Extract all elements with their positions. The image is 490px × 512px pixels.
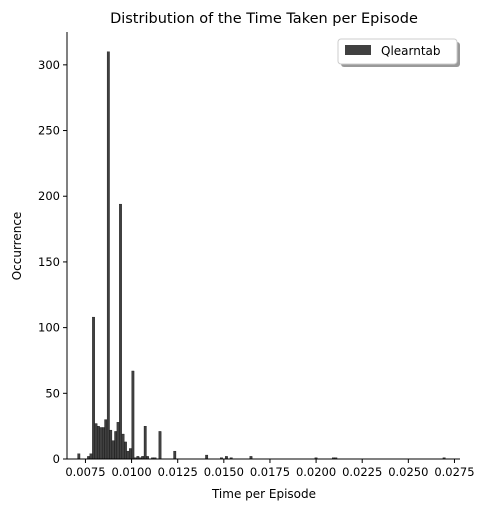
histogram-bar bbox=[92, 316, 95, 460]
histogram-bar bbox=[121, 433, 125, 460]
x-tick-label: 0.0150 bbox=[204, 465, 244, 479]
histogram-bar bbox=[94, 423, 98, 460]
histogram-bar bbox=[101, 427, 105, 460]
x-axis-ticks: 0.0075 0.0100 0.0125 0.0150 0.0175 0.0200 0.02… bbox=[65, 459, 475, 479]
y-tick-label: 50 bbox=[45, 386, 60, 400]
histogram-bar bbox=[129, 448, 132, 460]
histogram-bar bbox=[89, 453, 93, 460]
x-tick-label: 0.0225 bbox=[342, 465, 382, 479]
x-tick-label: 0.0100 bbox=[111, 465, 151, 479]
histogram-bar bbox=[104, 419, 108, 460]
x-tick-label: 0.0275 bbox=[434, 465, 474, 479]
x-tick-label: 0.0200 bbox=[296, 465, 336, 479]
histogram-bar bbox=[158, 431, 162, 460]
legend: Qlearntab bbox=[337, 38, 460, 67]
y-tick-label: 150 bbox=[38, 255, 60, 269]
y-axis-ticks: 0 50 100 150 200 250 300 bbox=[38, 58, 67, 466]
histogram-bar bbox=[109, 429, 113, 460]
histogram-bar bbox=[119, 203, 122, 460]
x-tick-label: 0.0250 bbox=[388, 465, 428, 479]
y-axis-label: Occurrence bbox=[10, 212, 24, 281]
x-axis-label: Time per Episode bbox=[211, 487, 316, 501]
histogram-bar bbox=[124, 441, 127, 460]
histogram-bar bbox=[205, 454, 209, 460]
histogram-bar bbox=[77, 453, 81, 460]
histogram-bar bbox=[116, 422, 120, 460]
legend-swatch bbox=[345, 45, 371, 55]
y-tick-label: 0 bbox=[53, 452, 60, 466]
y-tick-label: 100 bbox=[38, 321, 60, 335]
histogram-bar bbox=[173, 450, 177, 460]
histogram-bar bbox=[114, 431, 118, 460]
histogram-bar bbox=[131, 370, 135, 460]
histogram-bar bbox=[143, 425, 147, 460]
histogram-bars bbox=[77, 51, 446, 460]
y-tick-label: 250 bbox=[38, 124, 60, 138]
histogram-bar bbox=[96, 425, 100, 460]
x-tick-label: 0.0075 bbox=[65, 465, 105, 479]
histogram-bar bbox=[126, 450, 130, 460]
chart-title: Distribution of the Time Taken per Episo… bbox=[110, 11, 418, 27]
histogram-bar bbox=[111, 440, 115, 460]
y-tick-label: 200 bbox=[38, 189, 60, 203]
histogram-bar bbox=[99, 427, 103, 460]
x-tick-label: 0.0125 bbox=[158, 465, 198, 479]
histogram-bar bbox=[106, 51, 110, 460]
y-tick-label: 300 bbox=[38, 58, 60, 72]
legend-label-qlearntab: Qlearntab bbox=[381, 44, 441, 58]
x-tick-label: 0.0175 bbox=[250, 465, 290, 479]
